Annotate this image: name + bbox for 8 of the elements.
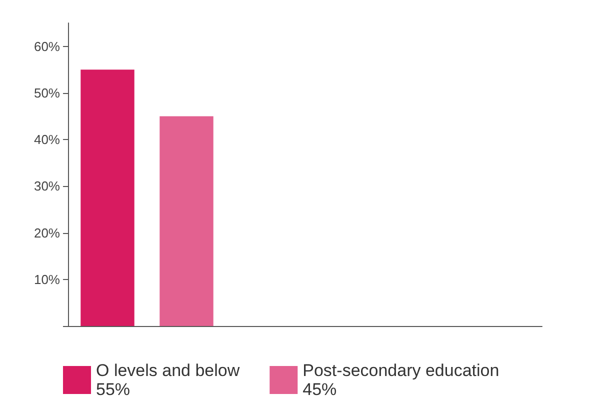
y-tick-label: 50%	[34, 85, 60, 100]
legend-label: O levels and below 55%	[96, 361, 240, 399]
y-tick-label: 10%	[34, 272, 60, 287]
y-tick-label: 30%	[34, 178, 60, 194]
y-tick-label: 40%	[34, 132, 60, 148]
y-tick-label: 20%	[34, 225, 60, 240]
y-tick-label: 60%	[34, 38, 60, 54]
legend-label: Post-secondary education 45%	[302, 361, 500, 399]
